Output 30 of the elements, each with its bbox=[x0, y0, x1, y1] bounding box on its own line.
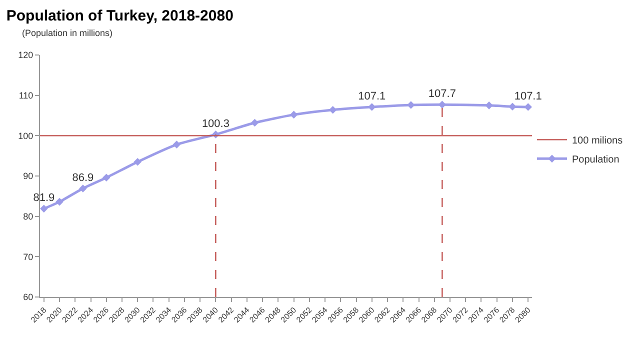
chart-title: Population of Turkey, 2018-2080 bbox=[6, 8, 234, 25]
y-tick-label: 80 bbox=[23, 211, 34, 222]
point bbox=[40, 204, 48, 213]
y-tick-label: 110 bbox=[18, 90, 34, 100]
point bbox=[250, 118, 259, 127]
y-axis-title: (Population in millions) bbox=[22, 28, 113, 38]
data-label: 107.1 bbox=[514, 90, 542, 103]
data-label: 107.7 bbox=[428, 88, 456, 100]
point bbox=[79, 184, 87, 192]
point bbox=[508, 102, 516, 111]
point bbox=[368, 103, 376, 111]
point bbox=[172, 140, 181, 148]
point bbox=[290, 110, 298, 119]
y-tick-label: 100 bbox=[18, 130, 34, 141]
point bbox=[56, 198, 64, 206]
legend-label: Population bbox=[572, 154, 620, 166]
y-tick-label: 90 bbox=[23, 171, 34, 182]
point bbox=[407, 101, 415, 109]
point bbox=[485, 102, 493, 110]
y-tick-label: 60 bbox=[23, 292, 34, 302]
point bbox=[524, 103, 532, 111]
point bbox=[102, 174, 110, 182]
data-label: 81.9 bbox=[33, 192, 55, 204]
y-tick-label: 70 bbox=[23, 252, 34, 262]
ref-line-label: 100 milions bbox=[572, 136, 623, 147]
data-label: 107.1 bbox=[358, 90, 386, 103]
point bbox=[134, 158, 142, 166]
data-label: 86.9 bbox=[72, 172, 94, 184]
y-tick-label: 120 bbox=[18, 50, 34, 60]
data-label: 100.3 bbox=[202, 118, 230, 130]
